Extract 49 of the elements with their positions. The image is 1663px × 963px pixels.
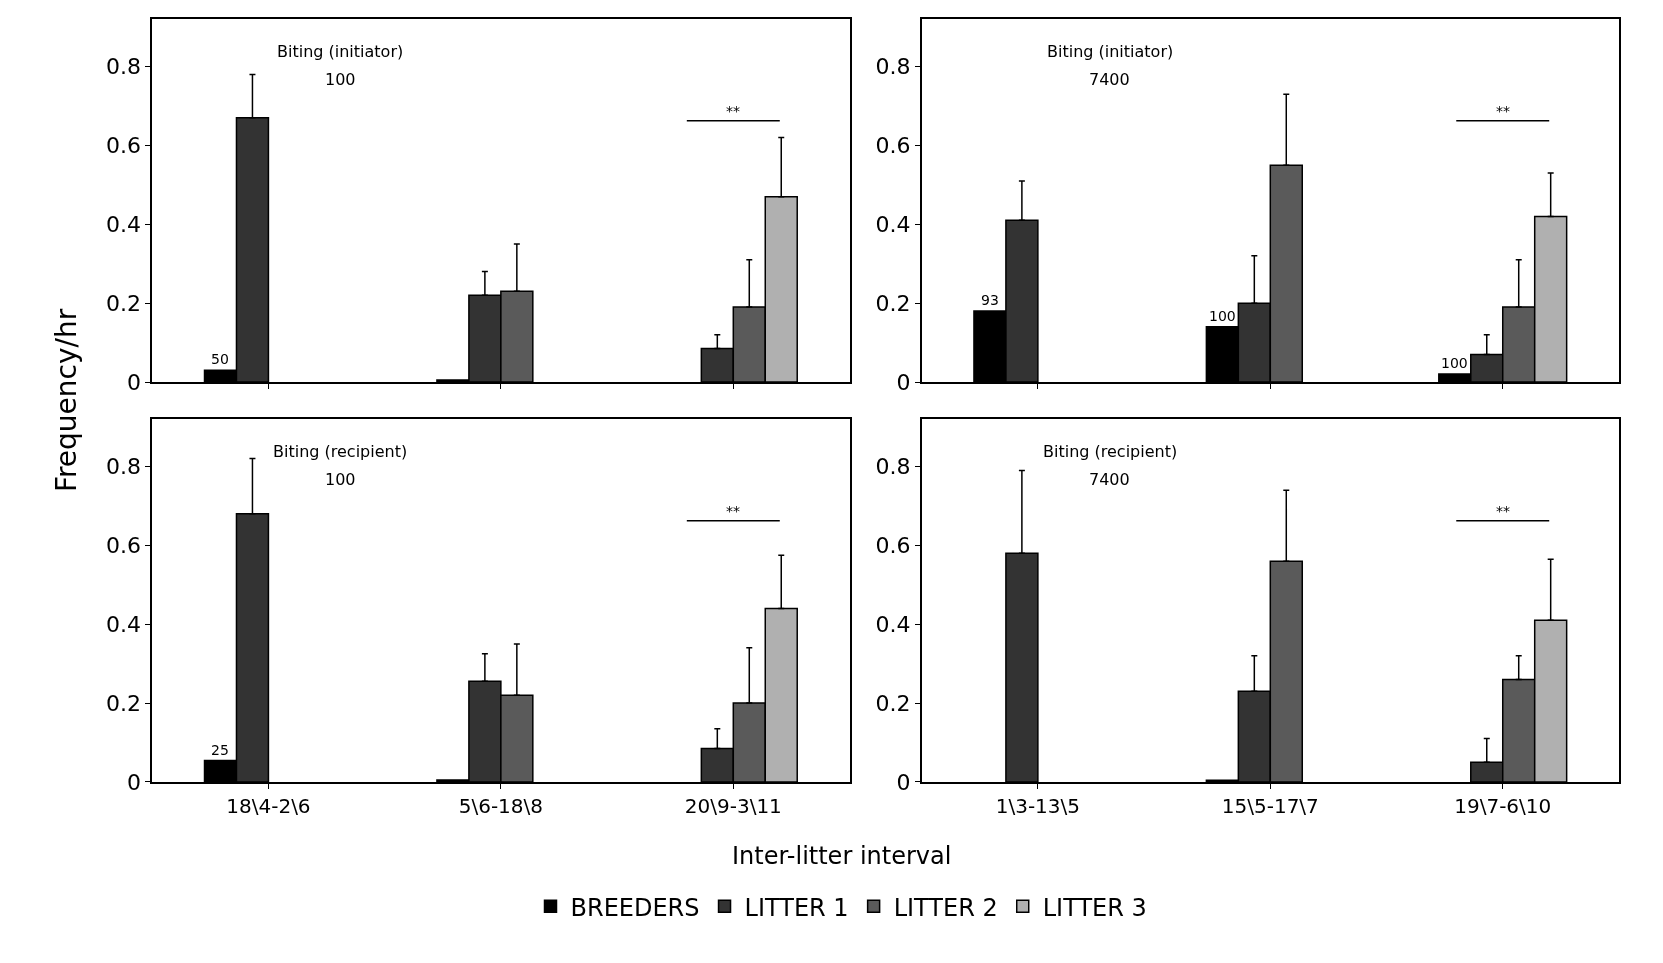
y-tick-label: 0 — [127, 369, 142, 395]
y-tick-label: 0.4 — [875, 212, 911, 237]
annotation: 93 — [981, 292, 999, 308]
y-tick-label: 0.8 — [106, 454, 142, 480]
annotation: 100 — [325, 70, 356, 89]
annotation: 7400 — [1089, 470, 1130, 489]
annotation: ** — [726, 103, 740, 119]
legend-label: LITTER 1 — [744, 893, 849, 922]
legend-label: LITTER 2 — [893, 893, 998, 922]
annotation: ** — [1496, 103, 1510, 119]
y-tick-label: 0.4 — [106, 212, 142, 237]
y-tick-label: 0.8 — [875, 454, 911, 480]
annotation: Biting (recipient) — [273, 442, 408, 461]
annotation: 100 — [1209, 308, 1236, 324]
annotation: ** — [1496, 503, 1510, 519]
y-tick-label: 0.2 — [875, 290, 911, 316]
y-tick-label: 0.4 — [106, 611, 142, 637]
legend-label: BREEDERS — [570, 893, 700, 922]
x-tick-label: 1\3-13\5 — [995, 793, 1081, 818]
legend-label: LITTER 3 — [1042, 893, 1147, 922]
y-tick-label: 0.8 — [106, 54, 142, 80]
annotation: Biting (initiator) — [277, 42, 404, 61]
annotation: 50 — [211, 351, 229, 367]
y-tick-label: 0.2 — [875, 690, 911, 716]
y-tick-label: 0.4 — [875, 611, 911, 637]
annotation: 25 — [211, 742, 229, 758]
x-tick-label: 20\9-3\11 — [684, 793, 782, 818]
y-tick-label: 0 — [896, 369, 911, 395]
y-tick-label: 0.8 — [875, 54, 911, 80]
y-tick-label: 0.2 — [106, 290, 142, 316]
y-tick-label: 0.2 — [106, 690, 142, 716]
annotation: 7400 — [1089, 70, 1130, 89]
y-axis-title: Frequency/hr — [49, 308, 83, 493]
x-tick-label: 18\4-2\6 — [226, 793, 311, 818]
annotation: Biting (recipient) — [1043, 442, 1178, 461]
annotation: 100 — [1441, 355, 1468, 371]
annotation: ** — [726, 503, 740, 519]
y-tick-label: 0 — [127, 769, 142, 795]
y-tick-label: 0.6 — [106, 133, 142, 159]
y-tick-label: 0.6 — [875, 133, 911, 159]
y-tick-label: 0 — [896, 769, 911, 795]
x-tick-label: 15\5-17\7 — [1221, 793, 1319, 818]
annotation: 100 — [325, 470, 356, 489]
x-tick-label: 19\7-6\10 — [1454, 793, 1552, 818]
x-tick-label: 5\6-18\8 — [458, 793, 544, 818]
y-tick-label: 0.6 — [875, 533, 911, 559]
x-axis-title: Inter-litter interval — [732, 842, 952, 870]
annotation: Biting (initiator) — [1047, 42, 1174, 61]
y-tick-label: 0.6 — [106, 533, 142, 559]
